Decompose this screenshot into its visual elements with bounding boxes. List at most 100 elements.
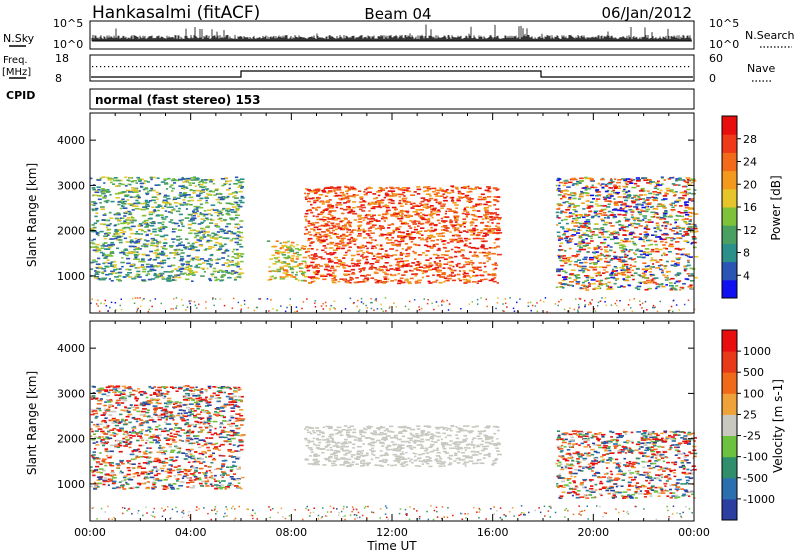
cell-0-3	[595, 198, 601, 200]
nave-dot	[260, 66, 262, 68]
cell-0-2	[427, 229, 431, 232]
cell-0-2	[395, 264, 398, 266]
cell-0-2	[305, 220, 308, 222]
cell-0-0	[137, 225, 142, 227]
cell-0-0	[116, 236, 122, 238]
cell-0-0	[165, 204, 168, 206]
cell-0-0	[181, 225, 185, 228]
cell-0-0	[90, 246, 96, 248]
nave-dot	[604, 66, 606, 68]
cell-0-2	[385, 187, 388, 189]
cell-0-2	[362, 228, 365, 231]
cell-0-2	[322, 238, 325, 241]
cell-0-2	[310, 203, 313, 206]
cell-0-0	[227, 264, 231, 266]
cell-0-2	[325, 266, 330, 268]
cell-0-0	[202, 262, 206, 264]
cell-0-0	[135, 195, 140, 198]
cell-0-3	[689, 280, 695, 282]
cell-0-2	[317, 206, 321, 209]
cell-0-2	[366, 223, 370, 225]
cell-0-2	[399, 266, 405, 268]
cell-0-2	[482, 198, 487, 200]
cell-0-2	[401, 217, 404, 220]
cell-0-2	[404, 270, 408, 273]
cell-0-3	[600, 284, 604, 286]
cell-0-2	[399, 225, 402, 228]
cell-0-2	[334, 192, 338, 194]
cell-0-0	[91, 239, 94, 242]
cell-0-0	[159, 260, 164, 263]
freq-lines	[91, 66, 693, 78]
cell-0-3	[628, 233, 633, 236]
cell-0-0	[215, 262, 219, 264]
cell-0-3	[683, 190, 687, 192]
cell-0-0	[105, 199, 110, 202]
cell-0-3	[588, 258, 594, 261]
cell-0-2	[334, 279, 338, 281]
cell-0-3	[681, 287, 684, 290]
cell-0-2	[443, 277, 448, 279]
cell-0-2	[327, 203, 332, 206]
cell-0-2	[305, 188, 309, 190]
nave-dot	[308, 66, 310, 68]
cell-0-2	[445, 210, 448, 213]
cell-0-2	[373, 203, 377, 205]
nave-dot	[288, 66, 290, 68]
cell-0-2	[377, 203, 381, 205]
cell-0-2	[473, 251, 477, 254]
cell-0-1	[285, 275, 289, 278]
cell-0-3	[617, 213, 622, 216]
cell-0-3	[568, 247, 572, 250]
cell-0-0	[147, 266, 153, 268]
cell-0-3	[643, 231, 648, 233]
cell-0-3	[688, 220, 692, 223]
cell-0-3	[557, 254, 561, 257]
cell-0-0	[195, 256, 200, 258]
cell-0-3	[653, 187, 658, 189]
cell-0-2	[442, 235, 445, 237]
cell-0-3	[582, 222, 588, 225]
cell-0-0	[234, 262, 239, 265]
cell-0-2	[385, 192, 389, 195]
cell-0-0	[224, 196, 229, 199]
cell-0-3	[563, 278, 568, 281]
cell-0-3	[604, 250, 609, 253]
cell-0-2	[390, 200, 395, 202]
cell-0-2	[434, 262, 439, 265]
beam-title: Beam 04	[364, 5, 431, 23]
cell-0-0	[134, 275, 140, 278]
cell-0-2	[330, 214, 334, 217]
cell-0-0	[175, 210, 181, 213]
cell-0-0	[126, 252, 132, 254]
cell-0-3	[576, 245, 582, 247]
cell-0-3	[682, 234, 688, 236]
cell-0-0	[221, 264, 225, 266]
cell-0-0	[107, 244, 112, 246]
cell-0-0	[188, 196, 194, 199]
cell-0-2	[350, 262, 355, 265]
cell-0-3	[558, 255, 563, 258]
cell-0-3	[622, 214, 627, 216]
cell-0-0	[171, 209, 176, 211]
cell-0-0	[127, 203, 131, 205]
cell-0-3	[582, 208, 586, 210]
nave-dot	[460, 66, 462, 68]
cell-0-2	[471, 188, 477, 190]
cell-0-3	[676, 237, 679, 239]
cell-0-3	[596, 256, 599, 258]
cell-0-3	[629, 232, 632, 234]
cell-0-2	[456, 198, 461, 200]
nave-dot	[468, 66, 470, 68]
cell-0-2	[392, 229, 398, 232]
cell-0-2	[347, 238, 352, 241]
cell-0-2	[371, 245, 376, 248]
cell-0-2	[385, 217, 388, 220]
cell-0-2	[399, 254, 403, 256]
cell-0-0	[170, 210, 173, 213]
cell-0-0	[127, 272, 132, 274]
cell-0-2	[331, 280, 335, 282]
cell-0-3	[584, 261, 588, 264]
cell-0-0	[192, 229, 196, 231]
cell-0-0	[136, 202, 141, 205]
